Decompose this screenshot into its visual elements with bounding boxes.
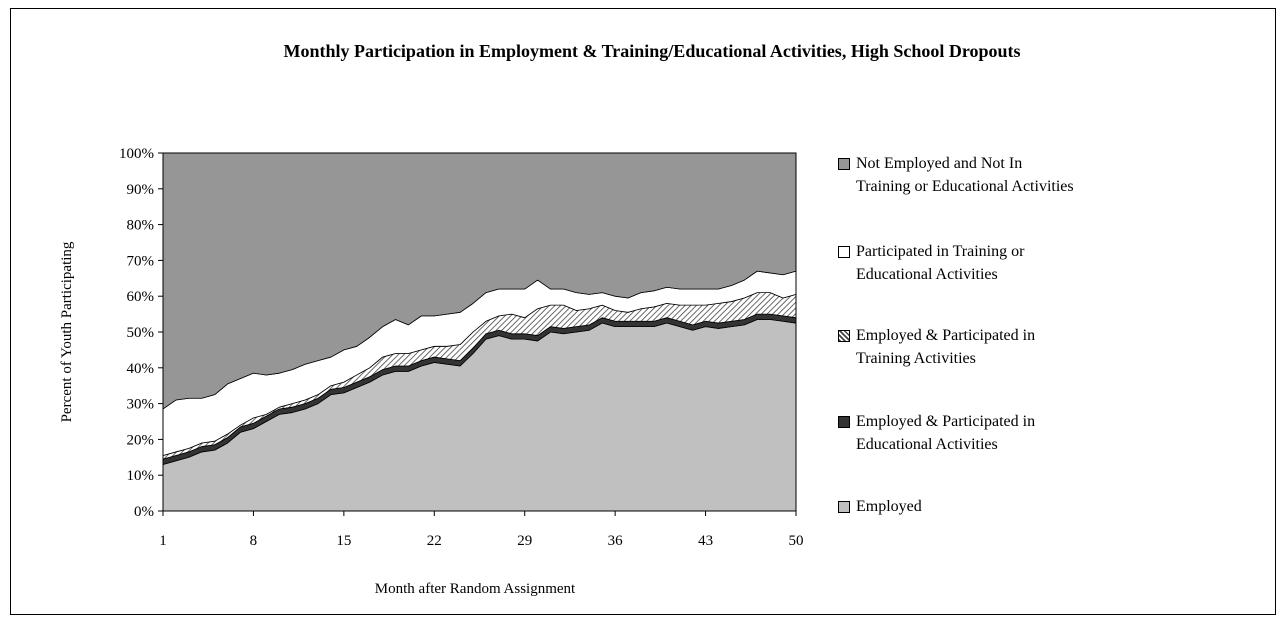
y-tick-label: 100% — [119, 146, 154, 162]
legend-swatch — [838, 501, 850, 513]
y-tick-label: 50% — [127, 325, 155, 341]
x-tick-label: 15 — [336, 533, 351, 549]
legend-item: Not Employed and Not In Training or Educ… — [838, 152, 1074, 198]
y-axis-label: Percent of Youth Participating — [59, 241, 75, 422]
x-tick-label: 1 — [159, 533, 167, 549]
y-tick-label: 0% — [134, 504, 154, 520]
y-tick-label: 70% — [127, 253, 155, 269]
legend-item: Participated in Training or Educational … — [838, 240, 1074, 286]
x-tick-label: 50 — [789, 533, 804, 549]
legend-swatch — [838, 158, 850, 170]
x-tick-label: 43 — [698, 533, 713, 549]
legend-label: Employed — [856, 498, 922, 515]
y-tick-label: 30% — [127, 397, 155, 413]
y-tick-label: 10% — [127, 468, 155, 484]
x-tick-label: 29 — [517, 533, 532, 549]
x-tick-label: 36 — [608, 533, 624, 549]
legend-label: Not Employed and Not In Training or Educ… — [856, 155, 1074, 195]
legend-item: Employed — [838, 495, 922, 518]
y-tick-label: 80% — [127, 218, 155, 234]
x-tick-label: 8 — [250, 533, 258, 549]
x-axis-label: Month after Random Assignment — [375, 581, 576, 597]
chart-title: Monthly Participation in Employment & Tr… — [283, 41, 1020, 61]
y-tick-label: 90% — [127, 182, 155, 198]
legend-label: Employed & Participated in Training Acti… — [856, 327, 1036, 367]
legend-item: Employed & Participated in Training Acti… — [838, 324, 1074, 370]
y-tick-label: 20% — [127, 432, 155, 448]
legend-swatch — [838, 330, 850, 342]
legend-swatch — [838, 416, 850, 428]
y-tick-label: 40% — [127, 361, 155, 377]
legend-item: Employed & Participated in Educational A… — [838, 410, 1074, 456]
chart-border — [10, 8, 1276, 615]
x-tick-label: 22 — [427, 533, 442, 549]
legend-label: Participated in Training or Educational … — [856, 243, 1025, 283]
legend-label: Employed & Participated in Educational A… — [856, 413, 1036, 453]
y-tick-label: 60% — [127, 289, 155, 305]
legend-swatch — [838, 246, 850, 258]
